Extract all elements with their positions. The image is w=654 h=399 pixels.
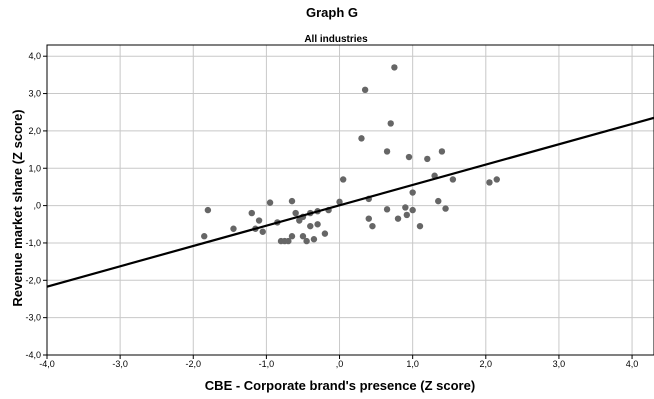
data-point [201, 233, 208, 240]
data-point [292, 209, 299, 217]
data-point [402, 204, 409, 211]
axis-ticks: -4,0 -3,0 -2,0 -1,0 ,0 1,0 2,0 3,0 4,0 -4,0 -3,0 -2… [25, 51, 638, 369]
data-point [358, 135, 365, 142]
data-point [230, 225, 237, 232]
x-tick-label: 4,0 [626, 359, 639, 369]
data-point [255, 217, 263, 224]
data-point [365, 215, 372, 222]
y-tick-label: 3,0 [28, 89, 41, 99]
data-point [336, 198, 343, 206]
x-tick-label: 2,0 [480, 359, 493, 369]
x-axis-label: CBE - Corporate brand's presence (Z scor… [205, 378, 475, 393]
data-point [299, 233, 307, 240]
x-tick-label: 3,0 [553, 359, 566, 369]
y-tick-label: ,0 [33, 201, 41, 211]
data-point [424, 155, 431, 163]
y-axis-label: Revenue market share (Z score) [10, 109, 25, 306]
data-point [435, 197, 442, 205]
plot-frame [46, 44, 654, 356]
data-point [361, 86, 369, 94]
y-tick-label: 1,0 [28, 163, 41, 173]
y-tick-label: -4,0 [25, 350, 41, 360]
data-point [288, 233, 296, 240]
data-point [387, 120, 394, 127]
x-tick-label: 1,0 [406, 359, 419, 369]
data-point [248, 209, 255, 217]
data-point [285, 237, 292, 245]
data-point [259, 228, 266, 235]
y-tick-label: 4,0 [28, 51, 41, 61]
data-point [310, 236, 318, 243]
x-tick-label: -1,0 [259, 359, 275, 369]
data-point [204, 206, 212, 214]
data-point [266, 199, 274, 206]
data-point [321, 230, 329, 237]
y-tick-label: -1,0 [25, 238, 41, 248]
data-point [405, 153, 413, 161]
data-point [438, 148, 446, 155]
data-point [442, 205, 449, 212]
data-point [339, 176, 347, 183]
data-point [314, 221, 321, 228]
fit-line [46, 116, 654, 288]
data-point [383, 148, 391, 155]
chart-title: Graph G [306, 5, 358, 20]
data-point [288, 197, 296, 205]
x-tick-label: ,0 [336, 359, 344, 369]
data-point [369, 222, 376, 230]
data-point [449, 176, 457, 183]
x-tick-label: -2,0 [186, 359, 202, 369]
x-tick-label: -3,0 [112, 359, 128, 369]
y-tick-label: -2,0 [25, 275, 41, 285]
data-point [409, 206, 416, 214]
y-tick-label: 2,0 [28, 126, 41, 136]
data-point [486, 179, 493, 186]
data-point [307, 222, 314, 230]
data-point [493, 176, 500, 183]
data-point [403, 211, 411, 219]
data-point [409, 189, 416, 196]
data-point [391, 64, 398, 71]
chart-subtitle: All industries [304, 34, 368, 45]
data-point [303, 237, 310, 245]
data-point [383, 206, 391, 213]
data-point [394, 215, 402, 222]
data-point [416, 222, 424, 230]
grid [46, 45, 654, 356]
x-tick-label: -4,0 [39, 359, 55, 369]
data-points [201, 64, 500, 245]
y-tick-label: -3,0 [25, 313, 41, 323]
